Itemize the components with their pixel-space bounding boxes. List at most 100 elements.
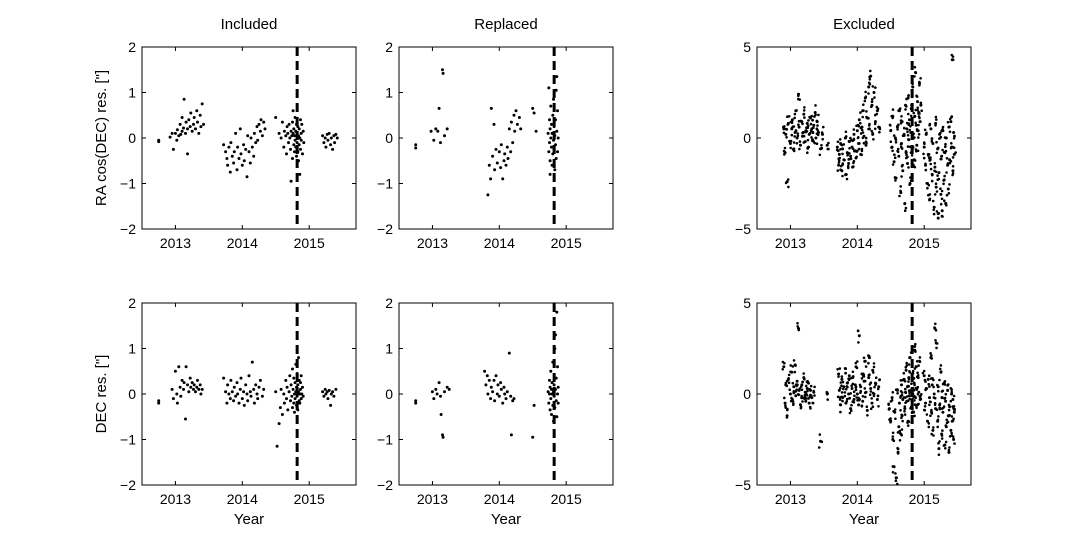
data-point bbox=[896, 482, 899, 485]
data-point bbox=[918, 112, 921, 115]
data-point bbox=[814, 104, 817, 107]
data-point bbox=[877, 385, 881, 389]
data-point bbox=[803, 106, 806, 109]
data-point bbox=[327, 388, 331, 392]
data-point bbox=[178, 122, 182, 126]
data-point bbox=[900, 428, 904, 431]
data-point bbox=[793, 390, 796, 394]
data-point bbox=[866, 414, 869, 417]
data-point bbox=[842, 385, 846, 389]
data-point bbox=[489, 106, 493, 110]
y-tick-label: −1 bbox=[120, 176, 136, 192]
data-point bbox=[793, 370, 797, 374]
data-point bbox=[802, 109, 806, 112]
data-point bbox=[180, 116, 184, 119]
data-point bbox=[505, 390, 509, 394]
data-point bbox=[802, 141, 806, 144]
data-point bbox=[944, 149, 948, 153]
data-point bbox=[289, 147, 292, 151]
data-point bbox=[875, 398, 879, 401]
data-point bbox=[914, 108, 917, 112]
data-point bbox=[865, 110, 868, 113]
data-point bbox=[941, 429, 944, 432]
data-point bbox=[939, 364, 943, 367]
data-point bbox=[229, 141, 233, 145]
data-point bbox=[225, 401, 229, 405]
data-point bbox=[928, 385, 931, 388]
data-point bbox=[901, 169, 905, 173]
data-point bbox=[793, 135, 796, 138]
data-point bbox=[434, 127, 438, 131]
data-point bbox=[900, 383, 903, 387]
data-point bbox=[192, 116, 196, 119]
data-point bbox=[891, 431, 895, 435]
data-point bbox=[485, 374, 489, 378]
data-point bbox=[936, 174, 939, 177]
data-point bbox=[499, 381, 503, 385]
data-point bbox=[840, 384, 843, 388]
data-point bbox=[903, 405, 907, 408]
data-point bbox=[192, 383, 196, 387]
data-point bbox=[803, 377, 806, 381]
data-point bbox=[517, 116, 521, 119]
data-point bbox=[935, 118, 938, 121]
data-point bbox=[505, 145, 509, 149]
data-point bbox=[940, 437, 944, 440]
data-point bbox=[865, 141, 868, 145]
data-point bbox=[858, 398, 861, 401]
data-point bbox=[906, 145, 910, 148]
data-point bbox=[914, 342, 917, 346]
data-point bbox=[855, 155, 858, 159]
data-point bbox=[946, 389, 949, 392]
data-point bbox=[784, 404, 787, 408]
data-point bbox=[868, 393, 872, 397]
data-point bbox=[848, 411, 852, 415]
data-point bbox=[916, 109, 920, 112]
data-point bbox=[899, 396, 902, 399]
data-point bbox=[334, 132, 338, 136]
data-point bbox=[874, 86, 877, 89]
data-point bbox=[901, 163, 904, 167]
data-point bbox=[900, 433, 903, 437]
data-point bbox=[848, 396, 851, 400]
data-point bbox=[906, 424, 910, 427]
data-point bbox=[803, 396, 807, 399]
data-point bbox=[927, 183, 931, 187]
data-point bbox=[809, 122, 813, 126]
data-point bbox=[846, 154, 849, 157]
data-point bbox=[806, 389, 809, 393]
data-point bbox=[907, 122, 911, 125]
data-point bbox=[190, 129, 194, 133]
data-point bbox=[798, 140, 802, 143]
data-point bbox=[941, 148, 944, 152]
data-point bbox=[864, 395, 867, 399]
data-point bbox=[812, 123, 816, 127]
data-point bbox=[847, 374, 851, 378]
data-point bbox=[224, 390, 228, 394]
data-point bbox=[182, 387, 185, 391]
data-point bbox=[292, 376, 296, 380]
data-point bbox=[291, 131, 295, 135]
data-point bbox=[484, 383, 488, 387]
data-point bbox=[914, 148, 918, 151]
data-point bbox=[904, 391, 908, 395]
data-point bbox=[491, 390, 495, 394]
data-point bbox=[943, 136, 947, 139]
data-point bbox=[899, 121, 903, 125]
data-point bbox=[239, 152, 243, 156]
data-point bbox=[914, 350, 917, 353]
data-point bbox=[864, 365, 868, 368]
data-point bbox=[904, 366, 908, 369]
data-point bbox=[259, 118, 263, 122]
data-point bbox=[946, 187, 950, 191]
data-point bbox=[931, 428, 935, 432]
data-point bbox=[901, 419, 904, 423]
data-point bbox=[939, 135, 943, 139]
data-point bbox=[275, 444, 279, 448]
data-point bbox=[499, 387, 503, 391]
data-point bbox=[793, 116, 796, 120]
data-point bbox=[784, 181, 788, 185]
data-point bbox=[871, 405, 875, 409]
data-point bbox=[929, 127, 933, 131]
data-point bbox=[254, 141, 258, 145]
